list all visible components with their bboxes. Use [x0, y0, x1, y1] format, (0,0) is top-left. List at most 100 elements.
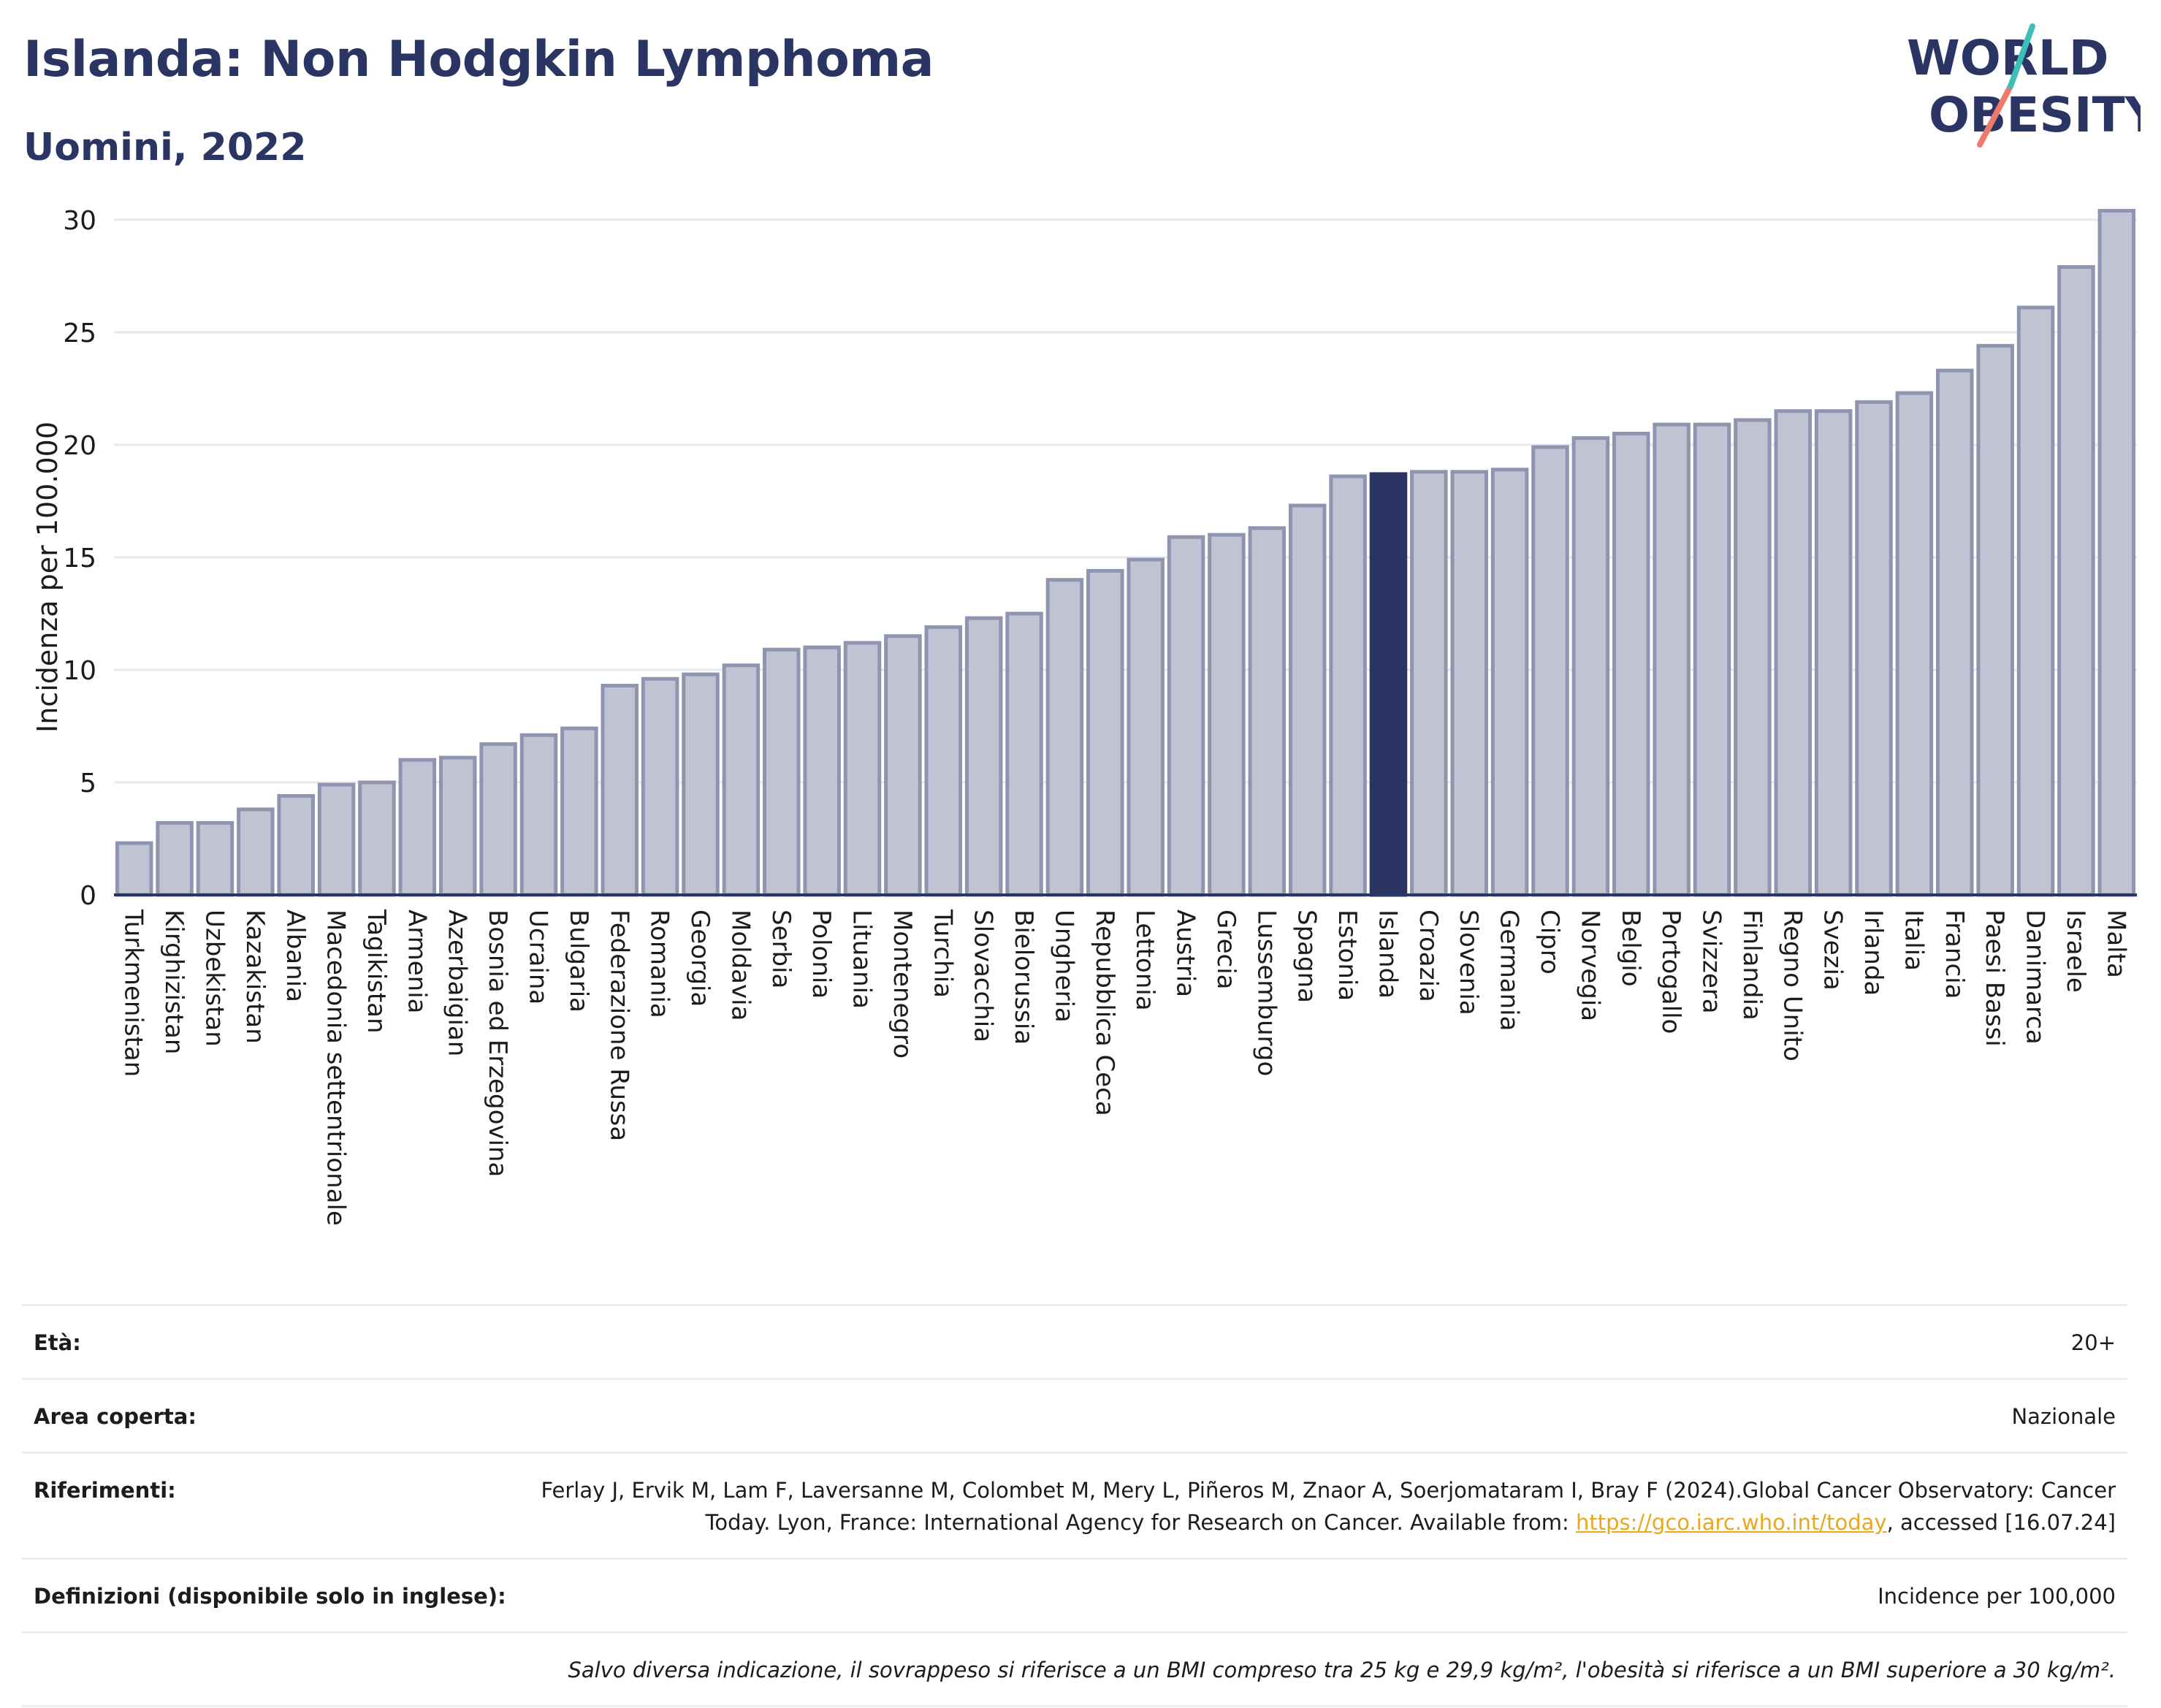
x-tick-label: Svezia — [1818, 910, 1848, 991]
x-tick-label: Polonia — [807, 910, 836, 999]
bar — [964, 616, 1003, 897]
x-tick-label: Cipro — [1535, 910, 1564, 975]
x-tick-label: Belgio — [1616, 910, 1645, 987]
x-tick-label: Moldavia — [725, 910, 755, 1021]
page-subtitle: Uomini, 2022 — [23, 126, 307, 169]
references-value: Ferlay J, Ervik M, Lam F, Laversanne M, … — [523, 1474, 2116, 1539]
x-tick-label: Grecia — [1211, 910, 1240, 989]
bar — [1612, 431, 1650, 897]
bar — [237, 807, 275, 897]
x-tick-label: Italia — [1899, 910, 1928, 971]
y-tick-label: 0 — [80, 881, 96, 911]
bar-chart: 0 5 10 15 20 25 30 Turkmenistan Kirghizistan Uzbe… — [31, 206, 2137, 1226]
area-value: Nazionale — [2011, 1404, 2116, 1429]
bar — [277, 793, 315, 897]
info-row-area: Area coperta: Nazionale — [22, 1378, 2127, 1452]
x-tick-label: Bosnia ed Erzegovina — [483, 910, 512, 1177]
x-tick-label: Francia — [1940, 910, 1969, 999]
area-label: Area coperta: — [34, 1404, 197, 1429]
bar — [519, 733, 558, 897]
y-tick-label: 5 — [80, 769, 96, 798]
bar — [1208, 533, 1246, 897]
references-link[interactable]: https://gco.iarc.who.int/today — [1575, 1510, 1887, 1535]
x-tick-label: Finlandia — [1737, 910, 1766, 1021]
x-tick-label: Estonia — [1333, 910, 1362, 1001]
bar — [1895, 391, 1934, 897]
bar — [479, 742, 517, 897]
info-table: Età: 20+ Area coperta: Nazionale Riferim… — [22, 1304, 2127, 1707]
x-tick-label: Kazakistan — [240, 910, 270, 1044]
bar — [1086, 568, 1124, 897]
x-tick-label: Lituania — [847, 910, 877, 1009]
x-tick-label: Irlanda — [1859, 910, 1888, 996]
references-text: Ferlay J, Ervik M, Lam F, Laversanne M, … — [541, 1478, 2116, 1535]
references-accessed: , accessed [16.07.24] — [1886, 1510, 2116, 1535]
x-tick-label: Ungheria — [1049, 910, 1078, 1023]
x-tick-label: Albania — [281, 910, 310, 1002]
bar — [1005, 611, 1043, 897]
info-row-definitions: Definizioni (disponibile solo in inglese… — [22, 1558, 2127, 1631]
bars — [115, 208, 2136, 897]
y-tick-label: 15 — [63, 544, 96, 573]
bar — [763, 647, 801, 897]
bar — [1855, 400, 1893, 897]
bar — [358, 780, 396, 897]
x-tick-label: Ucraina — [523, 910, 552, 1004]
x-tick-label: Islanda — [1373, 910, 1402, 999]
y-tick-label: 25 — [63, 319, 96, 348]
x-tick-label: Lussemburgo — [1251, 910, 1281, 1076]
bar — [1127, 557, 1165, 897]
x-tick-label: Bielorussia — [1009, 910, 1038, 1045]
y-tick-label: 30 — [63, 206, 96, 236]
bar — [156, 820, 194, 897]
y-axis-label: Incidenza per 100.000 — [31, 422, 64, 733]
bar — [1490, 468, 1529, 897]
bar — [560, 726, 598, 897]
x-tick-label: Lettonia — [1130, 910, 1159, 1011]
bar — [1045, 578, 1084, 897]
x-tick-label: Danimarca — [2021, 910, 2050, 1045]
bar — [317, 782, 356, 897]
bar — [1571, 436, 1610, 897]
x-tick-label: Malta — [2101, 910, 2130, 978]
x-tick-label: Federazione Russa — [604, 910, 633, 1141]
bar — [601, 684, 639, 897]
age-value: 20+ — [2070, 1330, 2116, 1355]
bar — [1653, 422, 1691, 897]
x-tick-label: Norvegia — [1575, 910, 1604, 1021]
x-tick-label: Slovenia — [1454, 910, 1483, 1015]
x-tick-label: Svizzera — [1697, 910, 1726, 1014]
bar — [1936, 368, 1974, 897]
bar — [2057, 265, 2095, 897]
y-tick-label: 10 — [63, 656, 96, 686]
bar-highlight — [1369, 472, 1408, 897]
x-tick-label: Turkmenistan — [119, 909, 148, 1077]
x-tick-label: Macedonia settentrionale — [321, 910, 351, 1226]
bar — [398, 758, 437, 897]
bar — [884, 634, 922, 897]
x-tick-label: Paesi Bassi — [1980, 910, 2009, 1047]
bar — [722, 663, 761, 897]
logo-text-world: WORLD — [1907, 30, 2109, 86]
bar — [1288, 503, 1327, 897]
bar — [1531, 445, 1569, 897]
bar — [438, 755, 477, 897]
logo-slash-coral — [1977, 83, 2013, 148]
bar — [641, 676, 679, 897]
age-label: Età: — [34, 1330, 81, 1355]
x-tick-label: Croazia — [1414, 910, 1443, 1002]
info-row-note: Salvo diversa indicazione, il sovrappeso… — [22, 1631, 2127, 1707]
x-tick-label: Tagikistan — [362, 909, 391, 1034]
x-tick-label: Montenegro — [888, 910, 917, 1059]
x-tick-label: Azerbaigian — [443, 910, 472, 1056]
bar — [1774, 409, 1813, 897]
bar — [1814, 409, 1853, 897]
x-tick-label: Israele — [2061, 910, 2090, 993]
bar — [1976, 343, 2014, 897]
x-tick-label: Uzbekistan — [199, 910, 229, 1047]
page-title: Islanda: Non Hodgkin Lymphoma — [23, 31, 934, 88]
x-tick-label: Kirghizistan — [159, 910, 188, 1054]
bmi-note: Salvo diversa indicazione, il sovrappeso… — [568, 1658, 2116, 1682]
x-tick-label: Germania — [1495, 910, 1524, 1031]
bar — [1410, 470, 1448, 897]
